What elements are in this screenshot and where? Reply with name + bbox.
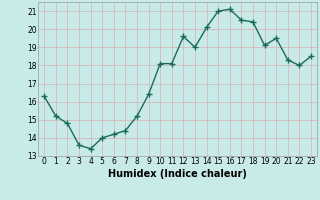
X-axis label: Humidex (Indice chaleur): Humidex (Indice chaleur) <box>108 169 247 179</box>
